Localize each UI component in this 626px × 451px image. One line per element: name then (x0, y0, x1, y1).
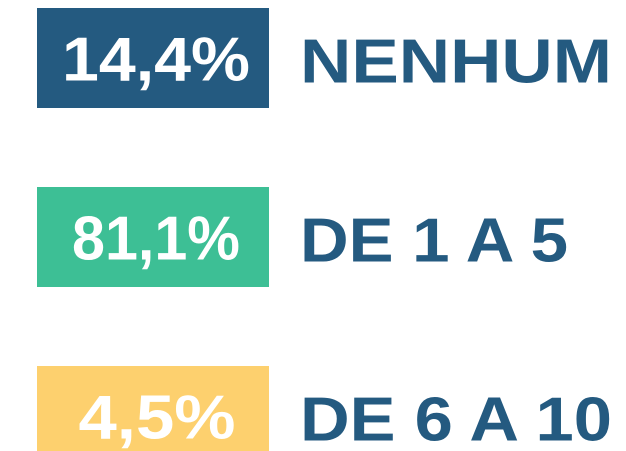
value-box (37, 366, 269, 451)
value-box (37, 187, 269, 287)
category-label: DE 1 A 5 (300, 207, 568, 276)
value-box (37, 8, 269, 108)
category-label: DE 6 A 10 (300, 386, 612, 451)
category-label: NENHUM (300, 28, 612, 97)
value-text: 14,4% (62, 26, 250, 95)
value-text: 4,5% (79, 384, 236, 451)
value-text: 81,1% (72, 205, 240, 274)
